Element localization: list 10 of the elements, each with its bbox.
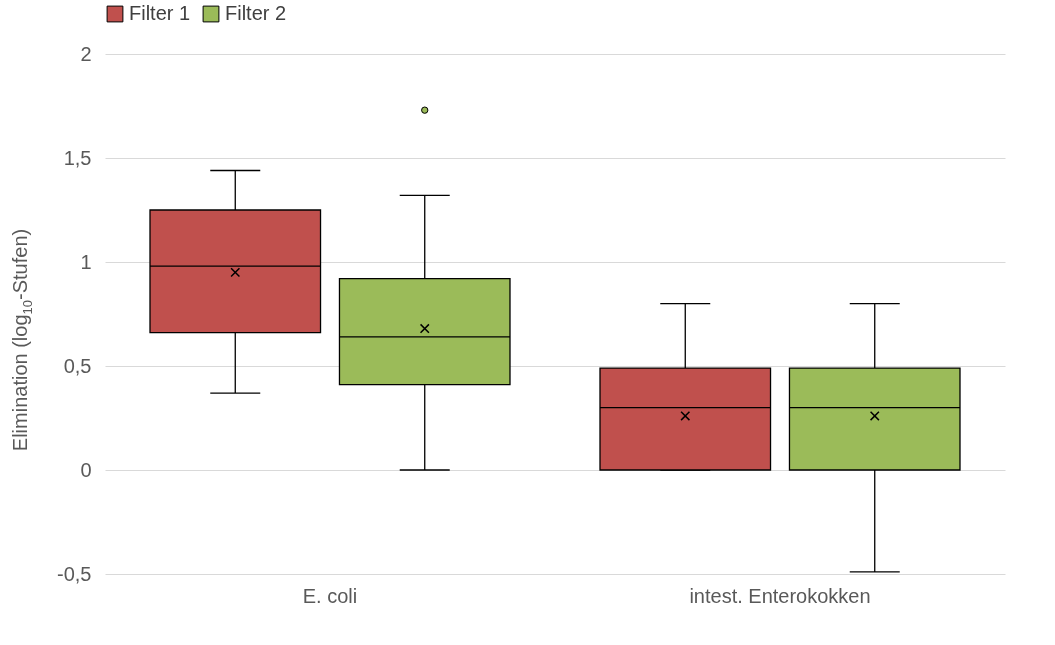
y-tick-label: 2 [80, 42, 92, 65]
y-tick-label: 1 [80, 250, 92, 273]
y-tick-label: 0,5 [63, 354, 92, 377]
x-tick-label: intest. Enterokokken [689, 584, 871, 607]
y-tick-label: 1,5 [63, 146, 92, 169]
y-tick-label: -0,5 [57, 562, 92, 585]
legend-label: Filter 1 [129, 2, 191, 24]
legend-label: Filter 2 [225, 2, 287, 24]
y-tick-label: 0 [80, 458, 92, 481]
x-tick-label: E. coli [302, 584, 358, 607]
